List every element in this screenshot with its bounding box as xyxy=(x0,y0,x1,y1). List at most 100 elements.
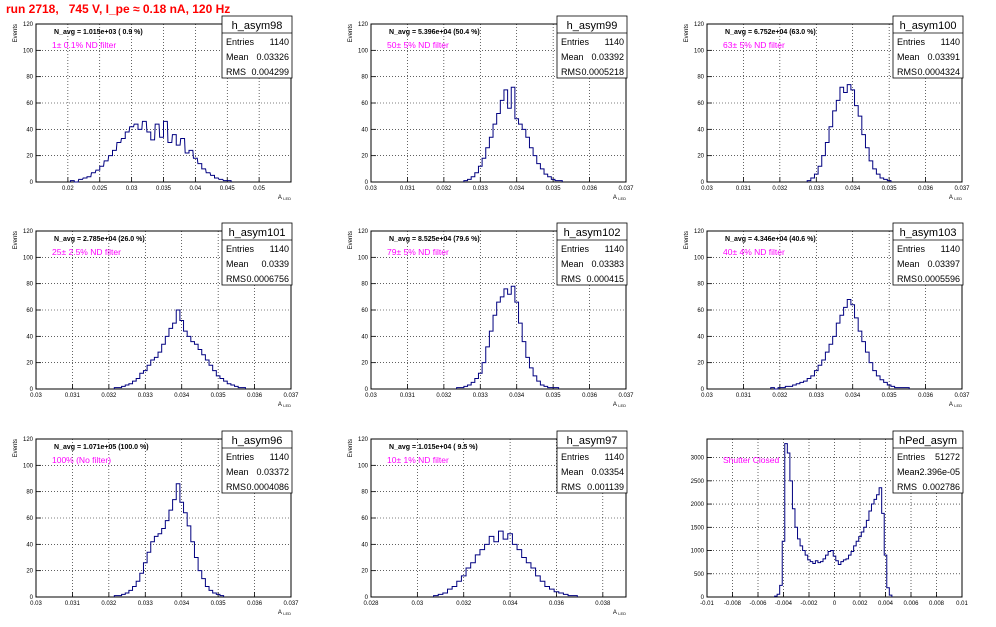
x-tick-label: 0.034 xyxy=(845,186,861,192)
histogram-series xyxy=(69,120,232,183)
x-tick-label: 0.03 xyxy=(701,393,713,399)
histogram-series xyxy=(113,309,246,389)
x-tick-label: 0.036 xyxy=(549,601,565,607)
y-tick-label: 60 xyxy=(697,308,704,314)
x-tick-label: 0.034 xyxy=(174,393,190,399)
y-tick-label: 40 xyxy=(361,127,368,133)
histogram-name: h_asym102 xyxy=(564,227,621,239)
x-tick-label: -0.002 xyxy=(800,601,818,607)
y-tick-label: 1000 xyxy=(691,549,705,555)
x-tick-label: 0.006 xyxy=(903,601,919,607)
stat-key: Entries xyxy=(226,244,255,254)
y-tick-label: 20 xyxy=(26,361,33,367)
histogram-panel-h_asym96: 0.03 0.031 0.032 0.033 0.034 0.035 0.036 0.037 0… xyxy=(13,430,299,616)
y-tick-label: 20 xyxy=(361,154,368,160)
y-tick-label: 40 xyxy=(26,334,33,340)
y-tick-label: 20 xyxy=(697,361,704,367)
stat-value: 0.0006756 xyxy=(246,274,289,284)
stats-box-frame xyxy=(556,222,628,286)
x-tick-label: 0.036 xyxy=(247,601,263,607)
x-tick-label: 0.036 xyxy=(918,393,934,399)
y-tick-label: 0 xyxy=(365,595,369,601)
x-tick-label: 0.038 xyxy=(595,601,611,607)
filter-annotation: 10± 1% ND filter xyxy=(387,455,449,465)
y-tick-label: 0 xyxy=(365,387,369,393)
x-tick-label: 0.031 xyxy=(65,393,81,399)
y-tick-label: 20 xyxy=(361,569,368,575)
x-tick-label: 0.035 xyxy=(546,186,562,192)
stat-value: 51272 xyxy=(935,452,960,462)
stat-key: RMS xyxy=(897,67,917,77)
filter-annotation: 79± 5% ND filter xyxy=(387,247,449,257)
stats-box-frame xyxy=(892,430,964,494)
x-tick-label: -0.01 xyxy=(700,601,714,607)
x-tick-label: 0.035 xyxy=(546,393,562,399)
stats-box: h_asym101 Entries 1140 Mean 0.0339 RMS 0.00067… xyxy=(221,222,293,286)
x-axis-label: A LED xyxy=(613,195,626,201)
stat-key: Mean xyxy=(561,259,584,269)
stat-key: RMS xyxy=(897,482,917,492)
x-tick-label: 0.028 xyxy=(363,601,379,607)
stat-key: RMS xyxy=(561,67,581,77)
x-tick-label: 0.031 xyxy=(736,186,752,192)
x-axis-label: A LED xyxy=(278,402,291,408)
n-avg-label: N_avg = 2.785e+04 (26.0 %) xyxy=(54,236,145,243)
x-tick-label: 0.034 xyxy=(845,393,861,399)
histogram-name: hPed_asym xyxy=(899,435,957,447)
n-avg-label: N_avg = 4.346e+04 (40.6 %) xyxy=(725,236,816,243)
histogram-panel-h_asym102: 0.03 0.031 0.032 0.033 0.034 0.035 0.036 0.037 0… xyxy=(348,222,634,408)
stat-value: 1140 xyxy=(605,452,624,462)
stat-key: Entries xyxy=(226,37,255,47)
x-tick-label: -0.004 xyxy=(775,601,793,607)
y-tick-label: 80 xyxy=(697,282,704,288)
stat-value: 0.03397 xyxy=(927,259,960,269)
x-tick-label: 0.03 xyxy=(701,186,713,192)
histogram-name: h_asym99 xyxy=(567,20,618,32)
y-tick-label: 40 xyxy=(26,542,33,548)
y-axis-label: Events xyxy=(13,24,19,42)
x-tick-label: 0.045 xyxy=(220,186,236,192)
stat-key: Entries xyxy=(226,452,255,462)
x-tick-label: -0.008 xyxy=(724,601,742,607)
x-tick-label: 0.03 xyxy=(412,601,424,607)
stats-box-frame xyxy=(892,15,964,79)
x-tick-label: 0.031 xyxy=(400,393,416,399)
filter-annotation: 63± 5% ND filter xyxy=(723,40,785,50)
y-tick-label: 20 xyxy=(26,154,33,160)
x-tick-label: 0.036 xyxy=(582,186,598,192)
x-tick-label: 0.032 xyxy=(436,393,452,399)
y-tick-label: 0 xyxy=(365,180,369,186)
x-tick-label: 0.033 xyxy=(809,393,825,399)
y-tick-label: 60 xyxy=(26,101,33,107)
y-tick-label: 80 xyxy=(361,490,368,496)
y-tick-label: 0 xyxy=(701,180,705,186)
x-axis-label: A LED xyxy=(949,402,962,408)
filter-annotation: 100% (No filter) xyxy=(52,455,111,465)
filter-annotation: 1± 0.1% ND filter xyxy=(52,40,116,50)
y-tick-label: 2500 xyxy=(691,479,705,485)
histogram-name: h_asym98 xyxy=(232,20,283,32)
x-axis-label: A LED xyxy=(278,195,291,201)
x-tick-label: 0.037 xyxy=(283,601,299,607)
filter-annotation: 25± 2.5% ND filter xyxy=(52,247,121,257)
x-tick-label: 0.035 xyxy=(211,601,227,607)
x-tick-label: 0.03 xyxy=(126,186,138,192)
stats-box-frame xyxy=(221,430,293,494)
y-tick-label: 60 xyxy=(26,308,33,314)
x-tick-label: 0.036 xyxy=(247,393,263,399)
y-tick-label: 40 xyxy=(361,542,368,548)
y-tick-label: 80 xyxy=(26,282,33,288)
stat-key: Entries xyxy=(561,452,590,462)
y-tick-label: 0 xyxy=(30,180,34,186)
stat-key: Mean xyxy=(561,52,584,62)
histogram-series xyxy=(456,285,560,389)
stat-key: Entries xyxy=(561,37,590,47)
x-tick-label: 0.034 xyxy=(174,601,190,607)
stat-value: 0.000415 xyxy=(586,274,624,284)
stat-value: 0.0339 xyxy=(261,259,289,269)
y-tick-label: 80 xyxy=(697,75,704,81)
x-tick-label: 0.002 xyxy=(852,601,868,607)
y-axis-label: Events xyxy=(13,439,19,457)
x-tick-label: 0 xyxy=(833,601,837,607)
y-tick-label: 100 xyxy=(694,48,705,54)
